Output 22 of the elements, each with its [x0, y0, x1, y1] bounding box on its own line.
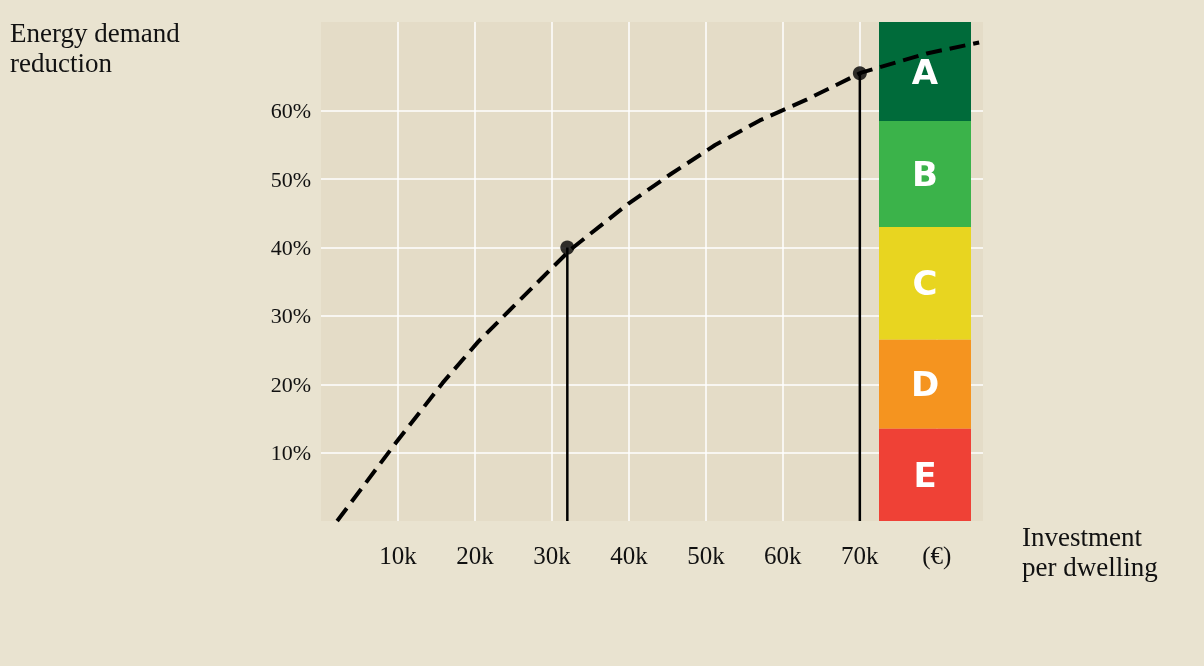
x-tick-label: 50k [687, 542, 726, 569]
x-tick-label: 10k [379, 542, 418, 569]
y-axis-title: Energy demand reduction [10, 18, 181, 78]
y-tick-label: 10% [270, 440, 311, 466]
x-tick-label: (€) [922, 542, 952, 570]
y-tick-label: 50% [270, 166, 311, 192]
band-label: D [910, 364, 940, 405]
y-tick-label: 20% [270, 371, 311, 397]
x-tick-label: 30k [533, 542, 572, 569]
x-tick-label: 20k [456, 542, 495, 569]
x-tick-label: 70k [841, 542, 880, 569]
y-tick-label: 60% [270, 98, 311, 124]
band-label: B [912, 154, 938, 195]
band-label: A [911, 51, 939, 92]
x-tick-label: 60k [764, 542, 803, 569]
y-tick-label: 30% [270, 303, 311, 329]
line-series [335, 40, 982, 523]
x-tick-label: 40k [610, 542, 649, 569]
y-tick-label: 40% [270, 235, 311, 261]
band-label: C [912, 263, 938, 304]
band-label: E [913, 454, 937, 495]
x-axis-title: Investment per dwelling [1022, 522, 1158, 582]
